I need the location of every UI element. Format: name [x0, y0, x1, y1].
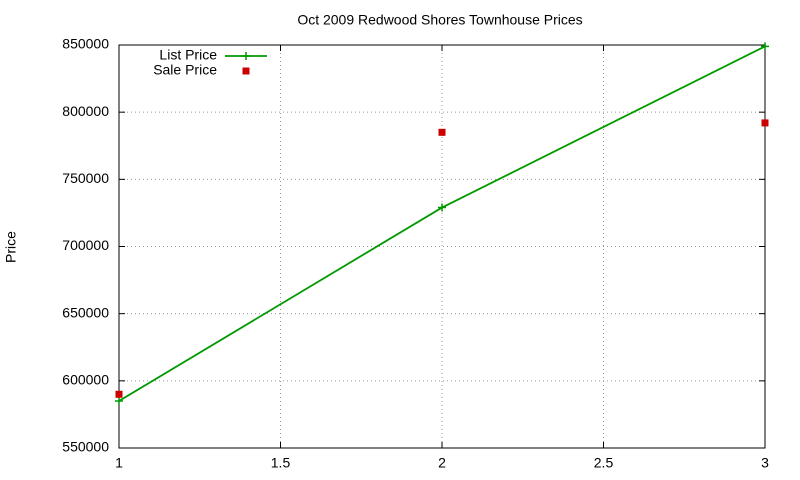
- y-axis-label: Price: [3, 231, 19, 263]
- point-marker: [438, 203, 446, 212]
- y-tick-label: 850000: [62, 36, 109, 52]
- legend-marker: [242, 67, 250, 75]
- point-marker: [761, 42, 769, 51]
- legend-marker: [242, 52, 250, 60]
- y-tick-label: 600000: [62, 372, 109, 388]
- x-tick-label: 2.5: [594, 455, 614, 471]
- x-tick-label: 1.5: [271, 455, 291, 471]
- point-marker: [115, 396, 123, 405]
- plot-border: [118, 44, 766, 449]
- y-tick-label: 550000: [62, 439, 109, 455]
- legend-label: Sale Price: [153, 62, 217, 78]
- x-tick-label: 3: [761, 455, 769, 471]
- point-marker: [438, 128, 446, 136]
- y-tick-label: 650000: [62, 304, 109, 320]
- point-marker: [115, 390, 123, 398]
- chart-title: Oct 2009 Redwood Shores Townhouse Prices: [297, 12, 582, 28]
- legend-label: List Price: [159, 47, 217, 63]
- y-tick-label: 700000: [62, 237, 109, 253]
- x-tick-label: 2: [438, 455, 446, 471]
- x-tick-label: 1: [115, 455, 123, 471]
- y-tick-label: 750000: [62, 170, 109, 186]
- y-tick-label: 800000: [62, 103, 109, 119]
- point-marker: [761, 119, 769, 127]
